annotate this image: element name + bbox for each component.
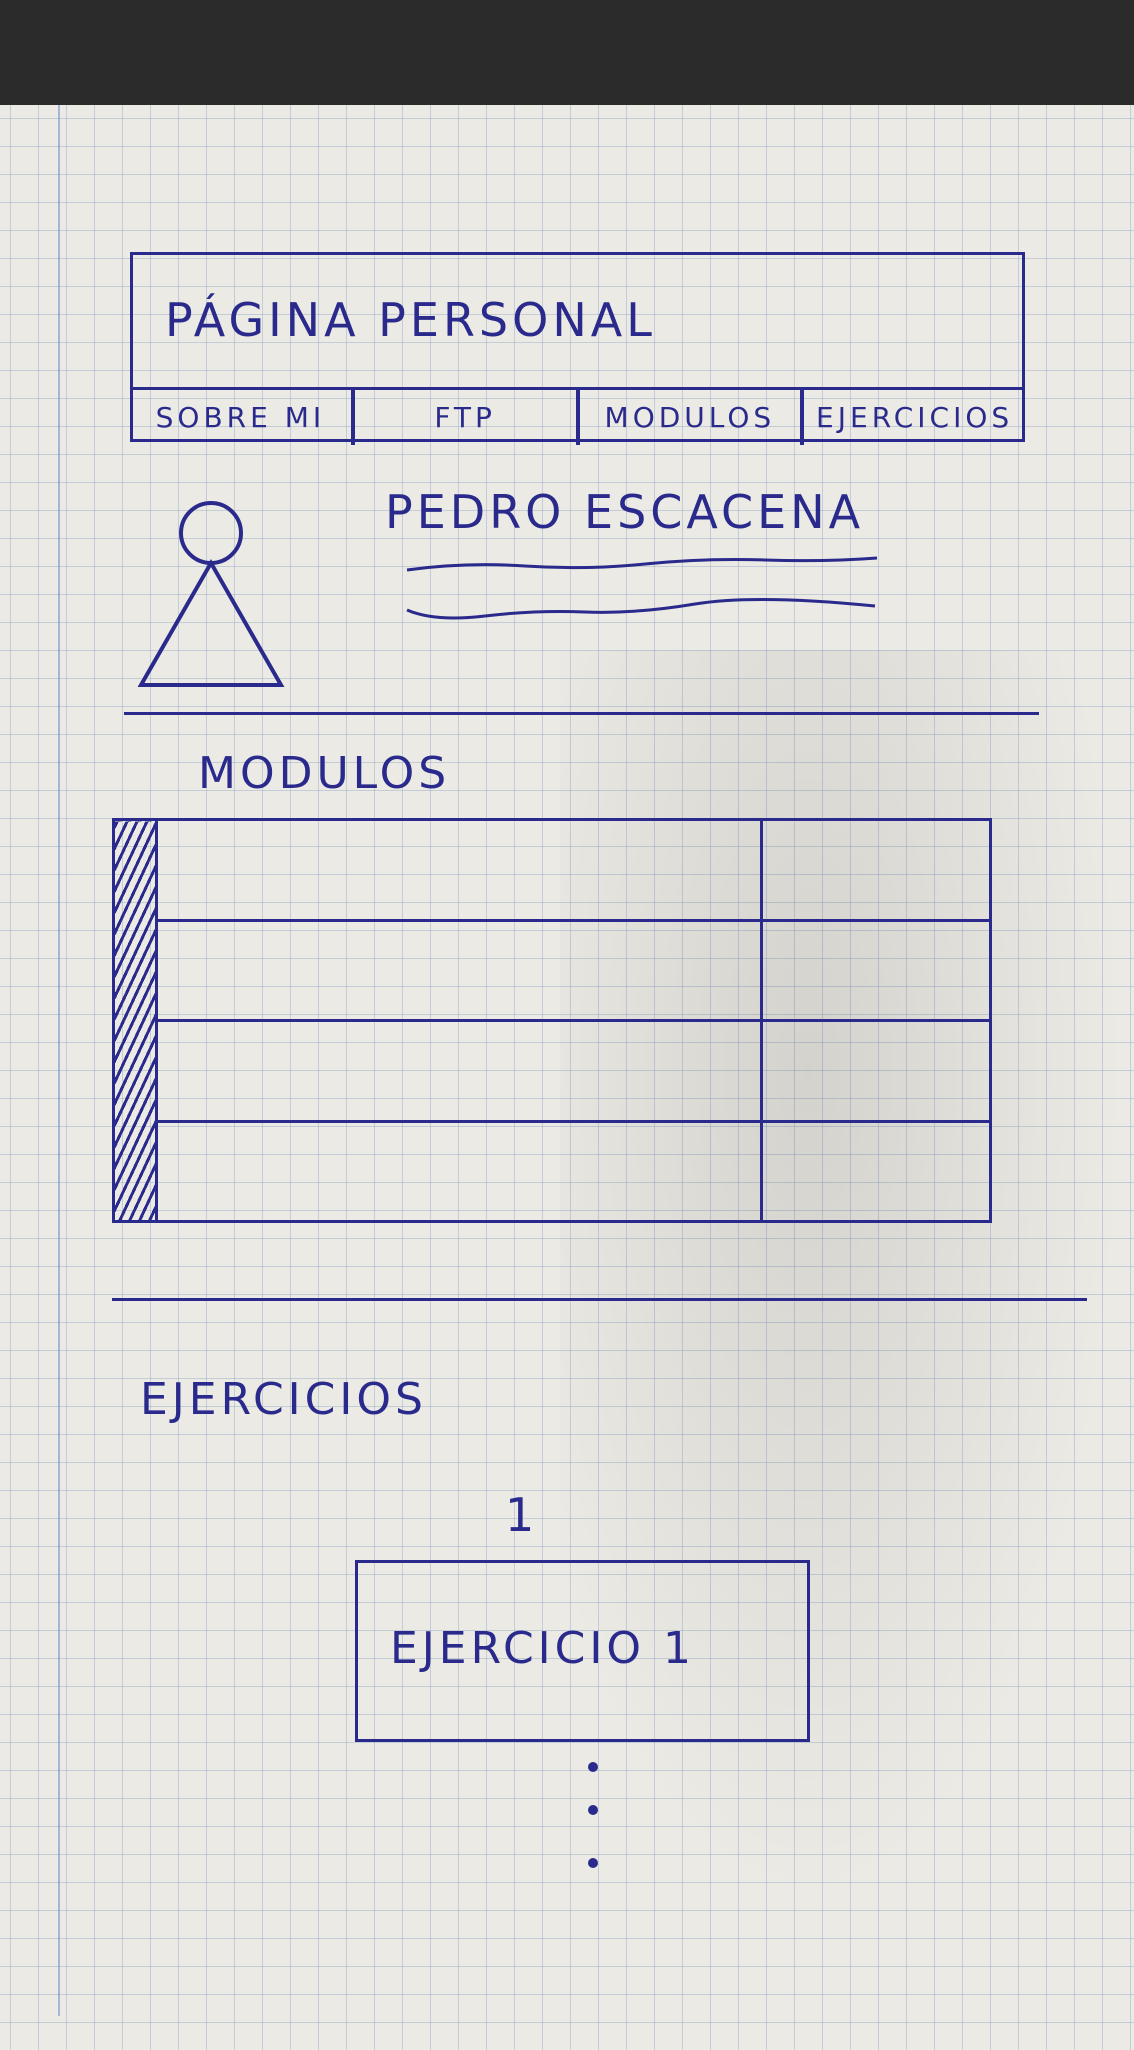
page-title: PÁGINA PERSONAL [165, 293, 656, 347]
more-indicator-dot [588, 1762, 598, 1772]
modules-title: MODULOS [198, 748, 451, 799]
more-indicator-dot [588, 1858, 598, 1868]
table-cell [760, 1019, 992, 1123]
nav-item-ftp[interactable]: FTP [355, 390, 580, 445]
table-row [114, 918, 992, 1022]
table-cell [760, 918, 992, 1022]
exercise-card[interactable]: EJERCICIO 1 [355, 1560, 810, 1742]
more-indicator-dot [588, 1805, 598, 1815]
section-divider-profile [124, 712, 1039, 715]
table-cell [760, 1119, 992, 1223]
table-cell [760, 818, 992, 922]
main-nav: SOBRE MI FTP MODULOS EJERCICIOS [130, 387, 1025, 445]
table-row [114, 1119, 992, 1223]
table-hatched-column [112, 818, 158, 1223]
profile-name: PEDRO ESCACENA [385, 485, 865, 539]
table-row [112, 818, 992, 1223]
modules-table [112, 818, 992, 1223]
exercise-label: EJERCICIO 1 [390, 1623, 695, 1674]
nav-item-modulos[interactable]: MODULOS [580, 390, 805, 445]
notebook-binding [0, 0, 1134, 105]
exercises-title: EJERCICIOS [140, 1374, 427, 1425]
table-cell [155, 1019, 763, 1123]
paper-margin-line [58, 105, 60, 2016]
nav-item-ejercicios[interactable]: EJERCICIOS [816, 401, 1014, 434]
table-cell [155, 918, 763, 1022]
site-header: PÁGINA PERSONAL SOBRE MI FTP MODULOS EJE… [130, 252, 1025, 445]
table-cell [155, 818, 763, 922]
table-cell [155, 1119, 763, 1223]
person-icon [137, 501, 285, 687]
section-divider-modules [112, 1298, 1087, 1301]
table-row [114, 1019, 992, 1123]
nav-item-sobre-mi[interactable]: SOBRE MI [130, 390, 355, 445]
page-number: 1 [505, 1488, 539, 1542]
bio-placeholder-lines [406, 556, 878, 620]
